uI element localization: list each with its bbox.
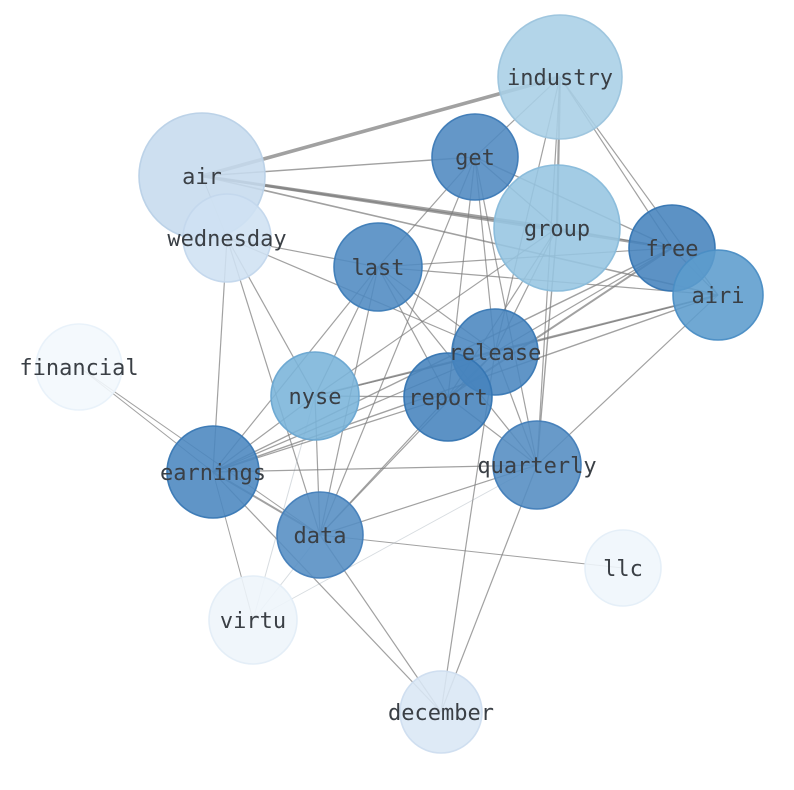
edge-quarterly-virtu xyxy=(252,464,538,621)
node-circle-data xyxy=(276,491,364,579)
node-label-group: group xyxy=(524,217,590,242)
node-circle-llc xyxy=(584,529,662,607)
node-circle-earnings xyxy=(166,425,260,519)
node-circle-quarterly xyxy=(492,420,582,510)
edge-earnings-december xyxy=(212,471,442,713)
node-circle-industry xyxy=(497,14,623,140)
node-label-free: free xyxy=(646,237,699,262)
node-circle-get xyxy=(431,113,519,201)
edge-data-llc xyxy=(319,534,624,569)
node-label-air: air xyxy=(182,165,222,190)
node-circle-last xyxy=(333,222,423,312)
node-label-earnings: earnings xyxy=(160,461,266,486)
edge-earnings-quarterly xyxy=(212,464,538,473)
node-label-release: release xyxy=(449,341,542,366)
node-label-financial: financial xyxy=(19,356,138,381)
node-label-quarterly: quarterly xyxy=(477,454,596,479)
node-label-nyse: nyse xyxy=(289,385,342,410)
node-circle-december xyxy=(399,670,483,754)
node-label-industry: industry xyxy=(507,66,613,91)
node-label-data: data xyxy=(294,524,347,549)
node-label-report: report xyxy=(408,386,487,411)
labels-layer: industry air wednesday get group free airi last… xyxy=(19,66,744,726)
node-circle-group xyxy=(493,164,621,292)
node-circle-wednesday xyxy=(182,193,272,283)
node-circle-airi xyxy=(672,249,764,341)
node-circle-report xyxy=(403,352,493,442)
node-label-wednesday: wednesday xyxy=(167,227,286,252)
nodes-layer xyxy=(35,14,764,754)
node-circle-virtu xyxy=(208,575,298,665)
node-label-virtu: virtu xyxy=(220,609,286,634)
node-circle-financial xyxy=(35,323,123,411)
node-circle-nyse xyxy=(270,351,360,441)
node-label-get: get xyxy=(455,146,495,171)
node-label-llc: llc xyxy=(603,557,643,582)
node-label-airi: airi xyxy=(692,284,745,309)
node-label-december: december xyxy=(388,701,494,726)
node-label-last: last xyxy=(352,256,405,281)
edge-get-data xyxy=(319,156,476,536)
